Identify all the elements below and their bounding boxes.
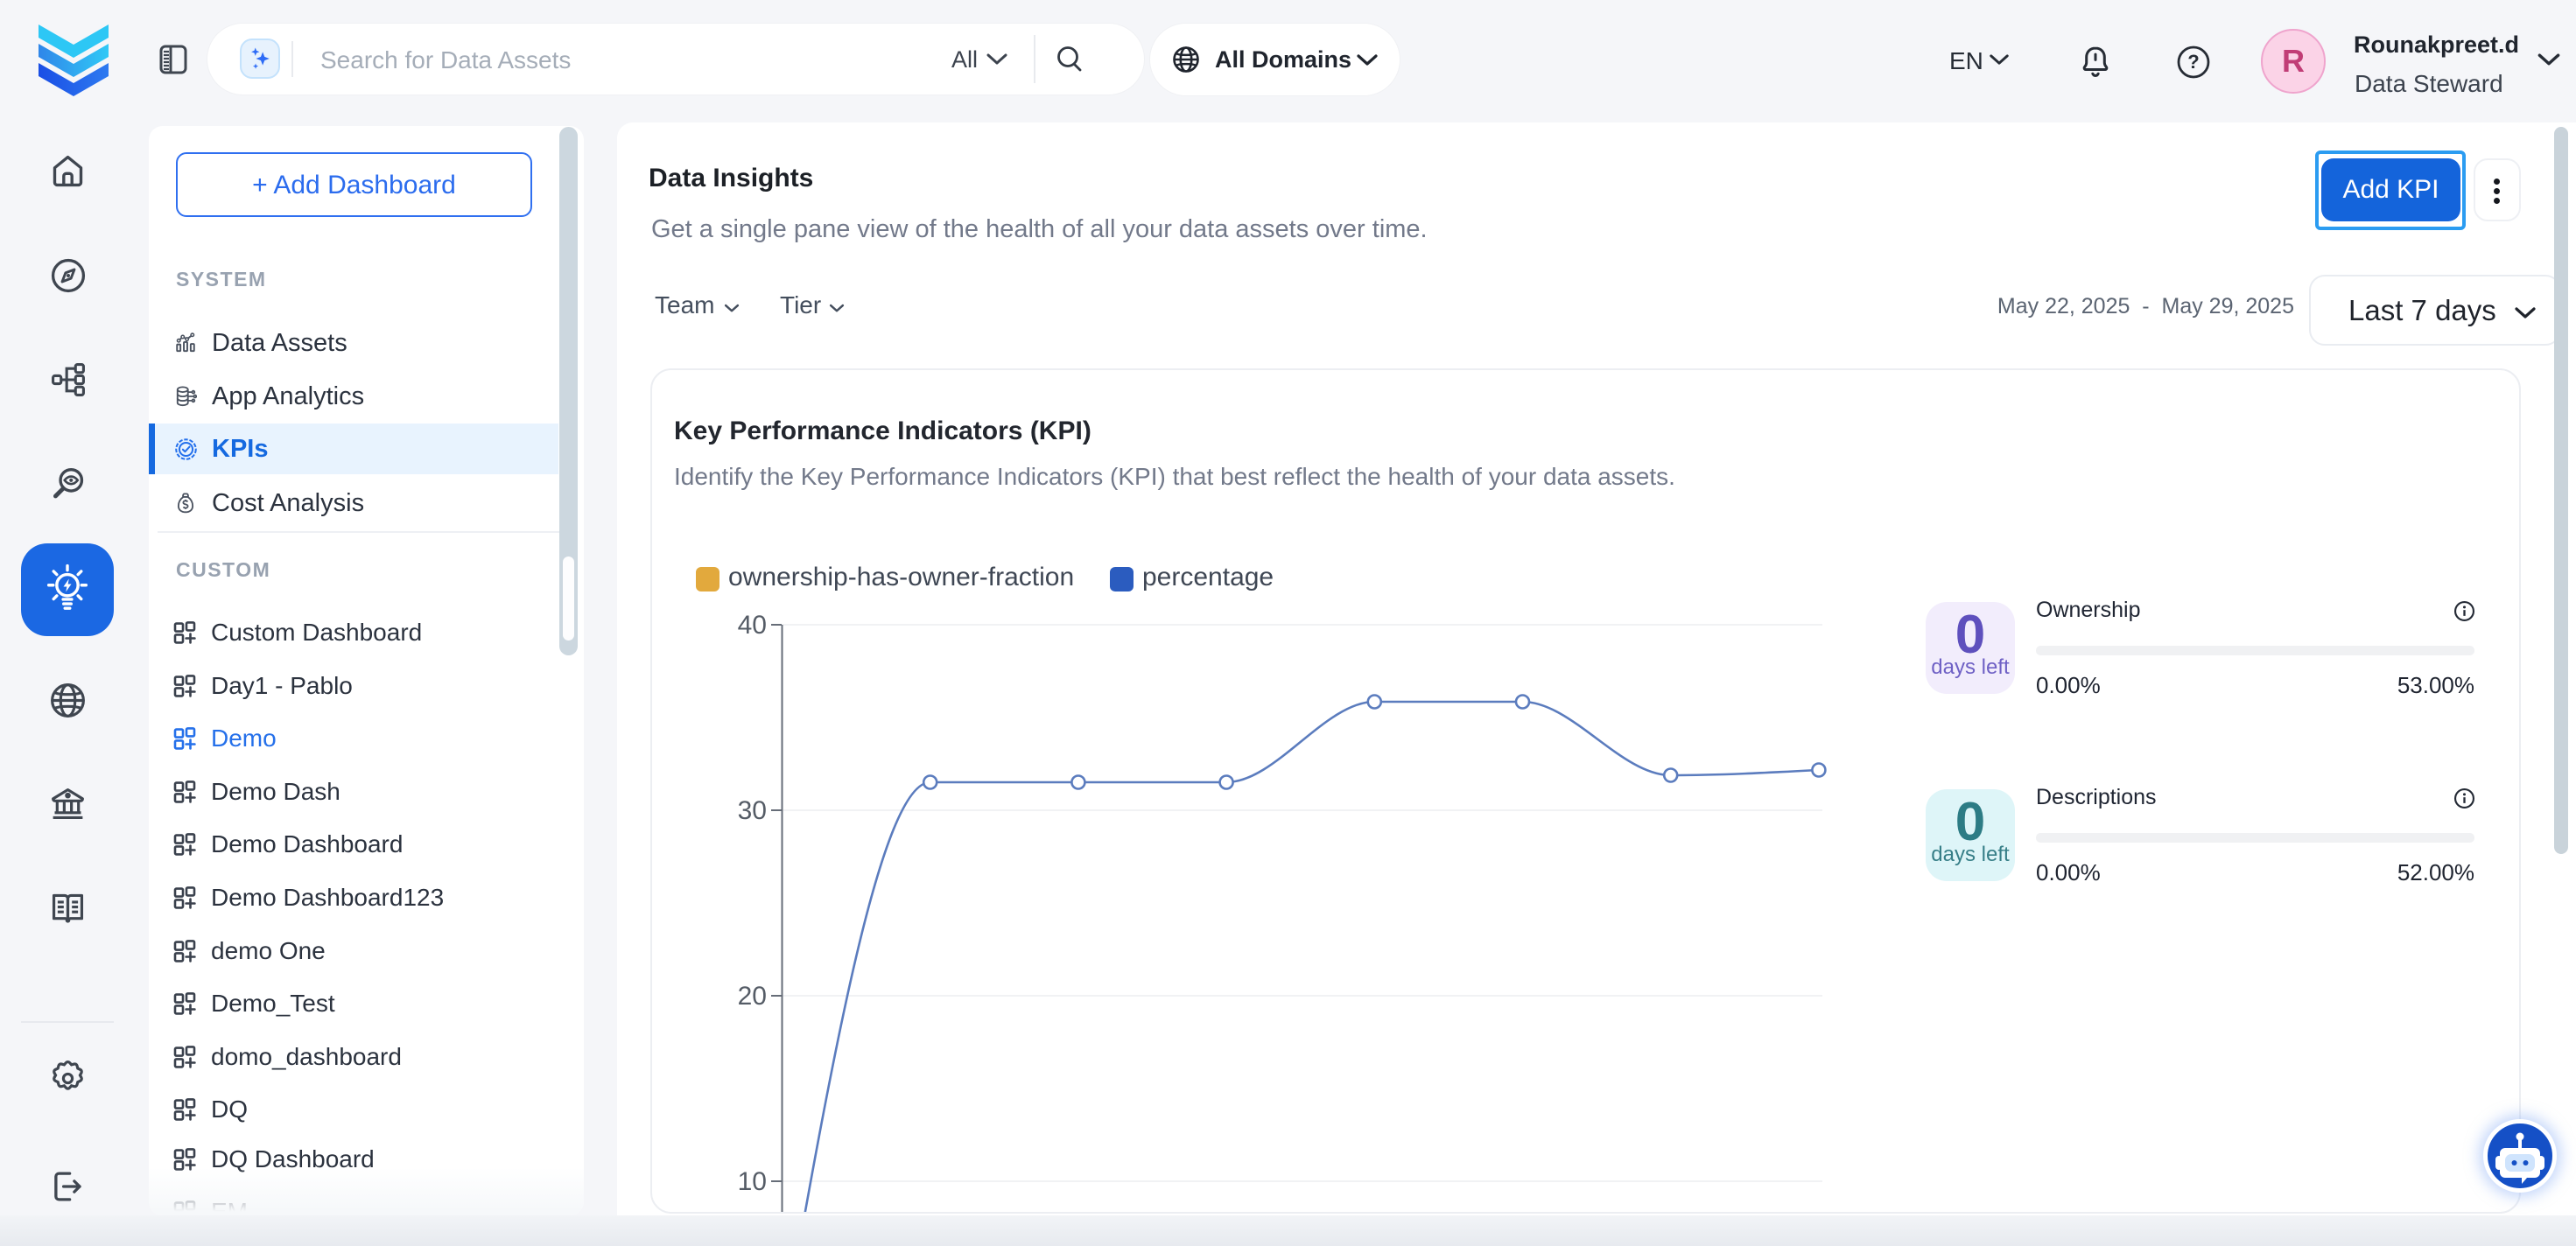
svg-text:20: 20 <box>738 982 767 1011</box>
svg-text:?: ? <box>2187 51 2199 73</box>
svg-text:30: 30 <box>738 796 767 825</box>
svg-text:40: 40 <box>738 611 767 640</box>
svg-text:10: 10 <box>738 1167 767 1196</box>
